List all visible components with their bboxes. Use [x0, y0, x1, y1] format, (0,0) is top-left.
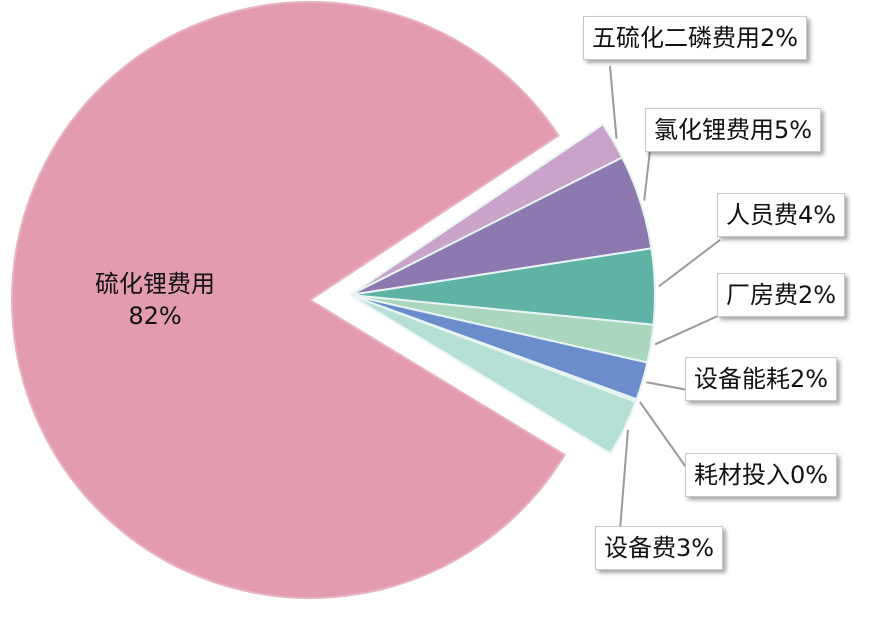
slice-label: 人员费4% [717, 193, 846, 237]
leader-line [643, 149, 651, 201]
slice-label: 设备费3% [595, 526, 724, 570]
pie-slice-8 [11, 1, 567, 599]
slice-label: 五硫化二磷费用2% [583, 16, 808, 60]
slice-label: 设备能耗2% [685, 357, 838, 401]
main-slice-percent: 82% [128, 302, 182, 330]
leader-line [639, 401, 689, 471]
leader-line [609, 65, 618, 139]
leader-line [654, 314, 721, 346]
main-slice-name: 硫化锂费用 [95, 270, 215, 298]
leader-line [658, 239, 721, 288]
leader-line [646, 381, 689, 391]
slice-label: 厂房费2% [717, 273, 846, 317]
pie-slice-7 [349, 294, 637, 455]
leader-line [619, 429, 629, 531]
slice-label: 耗材投入0% [685, 453, 838, 497]
main-slice-label: 硫化锂费用 82% [95, 268, 215, 332]
slice-label: 氯化锂费用5% [645, 108, 822, 152]
